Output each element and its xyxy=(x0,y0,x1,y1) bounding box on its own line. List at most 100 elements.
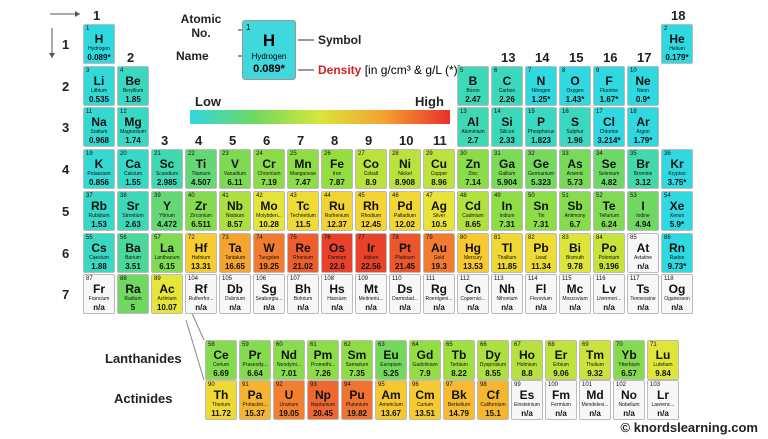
element-symbol: At xyxy=(636,240,650,255)
element-name: Mendelevi... xyxy=(581,402,609,408)
element-symbol: B xyxy=(468,73,478,88)
element-name: Gallium xyxy=(498,171,516,178)
element-symbol: Sr xyxy=(126,198,140,213)
legend-density: Density [in g/cm³ & g/L (*)] xyxy=(318,63,461,77)
period-label: 3 xyxy=(62,120,70,136)
element-cell: 71 Lu Lutetium 9.84 xyxy=(647,340,679,380)
atomic-number: 80 xyxy=(460,234,467,241)
element-name: Lithium xyxy=(90,87,108,94)
element-cell: 80 Hg Mercury 13.53 xyxy=(457,232,489,273)
element-symbol: Co xyxy=(363,157,379,172)
element-name: Titanium xyxy=(191,171,211,178)
element-cell: 106 Sg Seaborgiu... n/a xyxy=(253,274,285,315)
atomic-number: 86 xyxy=(664,234,671,241)
element-symbol: In xyxy=(501,198,513,213)
group-label: 9 xyxy=(365,133,373,149)
element-name: Copper xyxy=(430,171,448,178)
element-density: 19.25 xyxy=(258,261,280,271)
element-name: Dysprosium xyxy=(479,362,507,368)
element-cell: 102 No Nobelium n/a xyxy=(613,380,645,420)
element-name: Tin xyxy=(537,212,545,219)
element-symbol: Au xyxy=(431,240,447,255)
element-name: Caesium xyxy=(89,254,109,261)
element-cell: 75 Re Rhenium 21.02 xyxy=(287,232,319,273)
element-symbol: Np xyxy=(315,388,331,402)
element-density: 7.35 xyxy=(349,369,365,378)
element-cell: 58 Ce Cerium 6.69 xyxy=(205,340,237,380)
element-density: 10.07 xyxy=(156,303,178,313)
element-density: 7.19 xyxy=(261,178,277,188)
element-name: Erbium xyxy=(553,362,569,368)
atomic-number: 112 xyxy=(460,276,470,283)
element-density: 9.78 xyxy=(567,261,583,271)
element-density: 0.856 xyxy=(88,178,110,188)
atomic-number: 77 xyxy=(358,234,365,241)
element-symbol: U xyxy=(284,388,294,402)
element-symbol: La xyxy=(159,240,174,255)
group-label: 6 xyxy=(263,133,271,149)
group-label: 10 xyxy=(399,133,414,149)
atomic-number: 9 xyxy=(596,67,600,74)
group-label: 14 xyxy=(535,49,550,65)
element-name: Roentgeni... xyxy=(425,296,453,303)
element-cell: 54 Xe Xenon 5.9* xyxy=(661,190,693,231)
element-symbol: Re xyxy=(295,240,311,255)
element-name: Lanthanum xyxy=(154,254,180,261)
group-label: 16 xyxy=(603,49,618,65)
element-name: Promethi... xyxy=(310,362,336,368)
element-cell: 25 Mn Manganese 7.47 xyxy=(287,149,319,190)
atomic-number: 23 xyxy=(222,151,229,158)
element-symbol: H xyxy=(94,32,104,46)
element-density: 12.37 xyxy=(326,219,348,229)
element-density: 10.28 xyxy=(258,219,280,229)
element-name: Bromine xyxy=(633,171,653,178)
element-name: Tantalum xyxy=(224,254,246,261)
element-cell: 72 Hf Hafnium 13.31 xyxy=(185,232,217,273)
element-cell: 44 Ru Ruthenium 12.37 xyxy=(321,190,353,231)
element-cell: 1 H Hydrogen 0.089* xyxy=(83,24,115,64)
element-symbol: Pu xyxy=(349,388,365,402)
element-name: Moscovium xyxy=(562,296,588,303)
element-density: 6.57 xyxy=(621,369,637,378)
element-name: Rhodium xyxy=(360,212,381,219)
element-cell: 95 Am Americium 13.67 xyxy=(375,380,407,420)
element-symbol: No xyxy=(621,388,637,402)
atomic-number: 32 xyxy=(528,151,535,158)
element-cell: 87 Fr Francium n/a xyxy=(83,274,115,315)
element-cell: 2 He Helium 0.179* xyxy=(661,24,693,64)
element-density: 7.14 xyxy=(465,178,481,188)
element-name: Hassium xyxy=(327,296,347,303)
atomic-number: 63 xyxy=(378,342,385,348)
element-name: Zirconium xyxy=(190,212,212,219)
element-density: 2.26 xyxy=(499,94,515,104)
element-density: 2.7 xyxy=(467,136,479,146)
atomic-number: 106 xyxy=(256,276,267,283)
element-name: Potassium xyxy=(87,171,111,178)
atomic-number: 103 xyxy=(650,382,661,388)
element-cell: 79 Au Gold 19.3 xyxy=(423,232,455,273)
element-density: 13.51 xyxy=(414,409,436,418)
element-density: 8.55 xyxy=(485,369,501,378)
atomic-number: 13 xyxy=(460,109,467,116)
element-density: 0.535 xyxy=(88,94,110,104)
period-label: 6 xyxy=(62,245,70,261)
element-symbol: V xyxy=(230,157,239,172)
atomic-number: 10 xyxy=(630,67,637,74)
atomic-number: 5 xyxy=(460,67,464,74)
element-density: n/a xyxy=(195,303,207,313)
element-density: 13.31 xyxy=(190,261,212,271)
element-symbol: Ge xyxy=(532,157,549,172)
atomic-number: 3 xyxy=(86,67,90,74)
atomic-number: 82 xyxy=(528,234,535,241)
atomic-number: 12 xyxy=(120,109,127,116)
atomic-number: 109 xyxy=(358,276,369,283)
element-cell: 83 Bi Bismuth 9.78 xyxy=(559,232,591,273)
element-name: Argon xyxy=(636,129,650,136)
element-density: 7.87 xyxy=(329,178,345,188)
element-density: 6.7 xyxy=(569,219,581,229)
element-cell: 88 Ra Radium 5 xyxy=(117,274,149,315)
element-name: Iridium xyxy=(363,254,379,261)
element-density: 2.985 xyxy=(156,178,178,188)
atomic-number: 84 xyxy=(596,234,603,241)
element-cell: 37 Rb Rubidium 1.53 xyxy=(83,190,115,231)
